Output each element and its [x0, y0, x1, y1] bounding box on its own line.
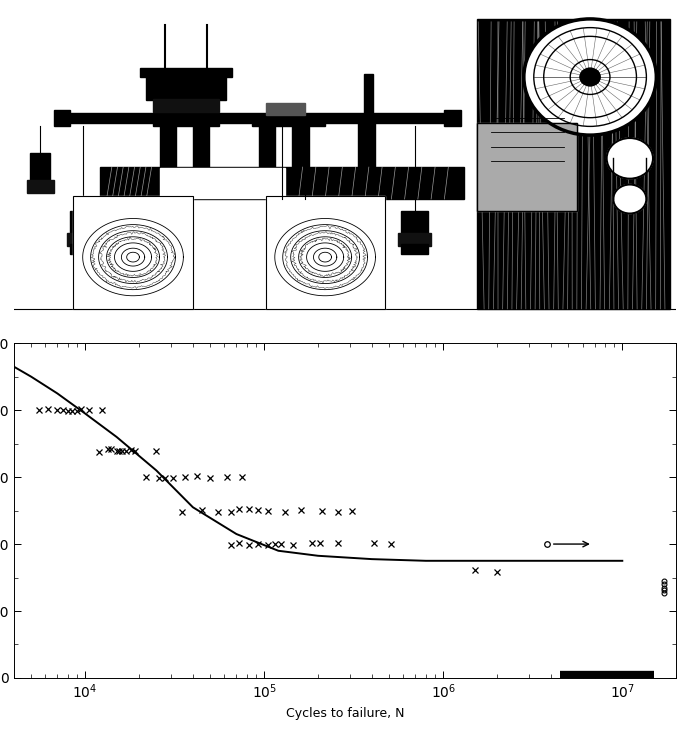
Bar: [73, 196, 193, 309]
Bar: [100, 167, 464, 199]
Bar: [259, 123, 275, 170]
Circle shape: [524, 19, 656, 135]
Bar: [358, 123, 375, 170]
Bar: [153, 99, 219, 112]
Bar: [266, 104, 305, 114]
Bar: [266, 196, 385, 309]
Bar: [70, 211, 97, 234]
Bar: [477, 19, 669, 309]
Bar: [54, 110, 70, 126]
Circle shape: [607, 138, 653, 179]
Bar: [253, 114, 325, 126]
Bar: [153, 114, 219, 126]
Bar: [477, 123, 577, 211]
Bar: [30, 152, 50, 182]
Bar: [402, 211, 428, 234]
Bar: [159, 123, 176, 170]
Circle shape: [580, 69, 600, 86]
Circle shape: [613, 184, 647, 214]
Bar: [444, 110, 461, 126]
Bar: [27, 181, 54, 193]
Bar: [402, 243, 428, 254]
Bar: [398, 233, 431, 246]
Bar: [292, 123, 308, 170]
X-axis label: Cycles to failure, N: Cycles to failure, N: [286, 707, 404, 720]
Bar: [67, 113, 444, 123]
Bar: [477, 123, 577, 211]
Bar: [146, 77, 226, 101]
Bar: [70, 243, 97, 254]
Bar: [159, 168, 286, 198]
Bar: [139, 69, 233, 77]
Bar: [193, 123, 209, 170]
Bar: [67, 233, 100, 246]
Bar: [73, 196, 193, 309]
Bar: [364, 74, 373, 114]
Bar: [266, 196, 385, 309]
